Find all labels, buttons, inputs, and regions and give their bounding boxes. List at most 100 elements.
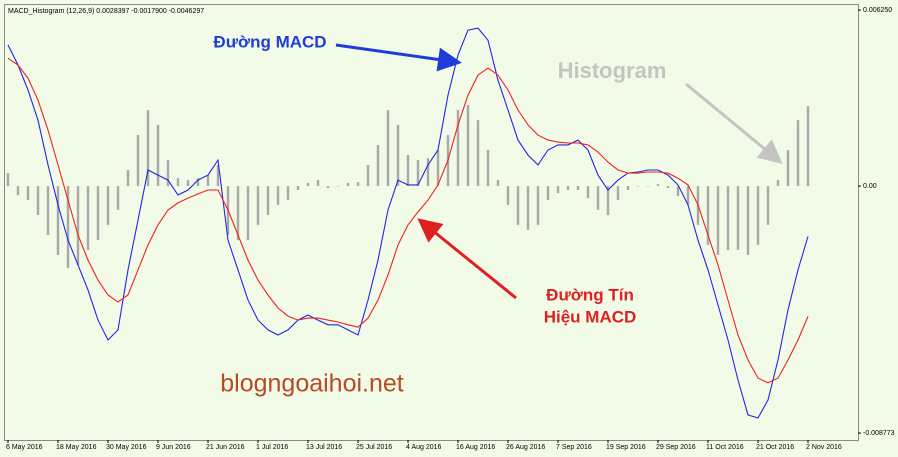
histogram-bar xyxy=(686,186,690,205)
histogram-bar xyxy=(246,186,250,241)
histogram-bar xyxy=(396,124,400,187)
annotation: Đường MACD xyxy=(213,32,326,51)
histogram-bar xyxy=(456,110,460,187)
x-tick-label: 25 Jul 2016 xyxy=(356,444,392,451)
histogram-bar xyxy=(256,186,260,225)
histogram-bar xyxy=(496,180,500,187)
histogram-bar xyxy=(566,186,570,190)
histogram-bar xyxy=(646,186,650,187)
plot-frame xyxy=(4,4,859,441)
histogram-bar xyxy=(206,175,210,187)
x-tick-label: 29 Sep 2016 xyxy=(656,444,696,451)
histogram-bar xyxy=(676,186,680,197)
histogram-bar xyxy=(356,182,360,187)
histogram-bar xyxy=(726,186,730,250)
histogram-bar xyxy=(526,186,530,230)
histogram-bar xyxy=(106,186,110,225)
histogram-bar xyxy=(76,186,80,265)
histogram-bar xyxy=(146,110,150,187)
histogram-bar xyxy=(796,120,800,187)
histogram-bar xyxy=(616,186,620,201)
histogram-bar xyxy=(66,186,70,268)
histogram-bar xyxy=(736,186,740,250)
histogram-bar xyxy=(366,164,370,187)
x-tick-label: 7 Sep 2016 xyxy=(556,444,592,451)
x-tick-label: 9 Jun 2016 xyxy=(156,444,191,451)
histogram-bar xyxy=(436,150,440,187)
histogram-bar xyxy=(786,150,790,187)
annotation: blogngoaihoi.net xyxy=(220,370,404,398)
histogram-bar xyxy=(506,186,510,205)
histogram-bar xyxy=(96,186,100,241)
histogram-bar xyxy=(466,104,470,187)
x-tick-label: 18 May 2016 xyxy=(56,444,97,451)
histogram-bar xyxy=(586,186,590,199)
histogram-bar xyxy=(176,178,180,187)
histogram-bar xyxy=(86,186,90,250)
histogram-bar xyxy=(16,186,20,196)
arrow xyxy=(335,43,462,72)
histogram-bar xyxy=(756,186,760,245)
histogram-bar xyxy=(6,173,10,187)
y-tick-label: 0.006250 xyxy=(863,7,892,14)
arrow xyxy=(417,218,517,300)
histogram-bar xyxy=(476,120,480,187)
histogram-bar xyxy=(516,186,520,225)
histogram-bar xyxy=(336,186,340,187)
histogram-bar xyxy=(116,186,120,210)
x-tick-label: 19 Sep 2016 xyxy=(606,444,646,451)
x-tick-label: 16 Aug 2016 xyxy=(456,444,495,451)
histogram-bar xyxy=(56,186,60,256)
histogram-bar xyxy=(716,186,720,256)
histogram-bar xyxy=(136,135,140,187)
histogram-bar xyxy=(426,158,430,187)
histogram-bar xyxy=(626,186,630,190)
annotation: Hiệu MACD xyxy=(544,307,637,326)
histogram-bar xyxy=(296,186,300,190)
histogram-bar xyxy=(46,186,50,236)
histogram-bar xyxy=(666,186,670,189)
annotation: Đường Tín xyxy=(546,285,634,304)
histogram-bar xyxy=(186,180,190,187)
histogram-bar xyxy=(286,186,290,201)
histogram-bar xyxy=(776,180,780,187)
histogram-bar xyxy=(376,144,380,187)
histogram-bar xyxy=(746,186,750,256)
chart-title: MACD_Histogram (12,26,9) 0.0028397 -0.00… xyxy=(8,8,204,15)
x-tick-label: 21 Jun 2016 xyxy=(206,444,245,451)
histogram-bar xyxy=(706,186,710,245)
histogram-bar xyxy=(266,186,270,216)
histogram-bar xyxy=(276,186,280,205)
y-tick-label: 0.00 xyxy=(863,183,877,190)
histogram-bar xyxy=(166,160,170,187)
x-tick-label: 6 May 2016 xyxy=(6,444,43,451)
annotation: Histogram xyxy=(558,58,667,83)
histogram-bar xyxy=(596,186,600,210)
histogram-bar xyxy=(346,182,350,187)
y-tick-label: -0.008773 xyxy=(863,430,895,437)
line xyxy=(7,57,809,384)
histogram-bar xyxy=(576,186,580,190)
x-tick-label: 30 May 2016 xyxy=(106,444,147,451)
histogram-bar xyxy=(196,178,200,187)
histogram-bar xyxy=(36,186,40,216)
histogram-bar xyxy=(556,186,560,194)
x-tick-label: 26 Aug 2016 xyxy=(506,444,545,451)
histogram-bar xyxy=(656,184,660,187)
histogram-bar xyxy=(766,186,770,225)
histogram-bar xyxy=(306,182,310,187)
x-tick-label: 13 Jul 2016 xyxy=(306,444,342,451)
histogram-bar xyxy=(236,186,240,241)
histogram-bar xyxy=(606,186,610,216)
histogram-bar xyxy=(636,186,640,187)
histogram-bar xyxy=(386,110,390,187)
x-tick-label: 4 Aug 2016 xyxy=(406,444,442,451)
histogram-bar xyxy=(546,186,550,201)
histogram-bar xyxy=(326,186,330,189)
x-tick-label: 1 Jul 2016 xyxy=(256,444,288,451)
x-tick-label: 21 Oct 2016 xyxy=(756,444,794,451)
histogram-bar xyxy=(316,180,320,187)
histogram-bar xyxy=(406,155,410,187)
